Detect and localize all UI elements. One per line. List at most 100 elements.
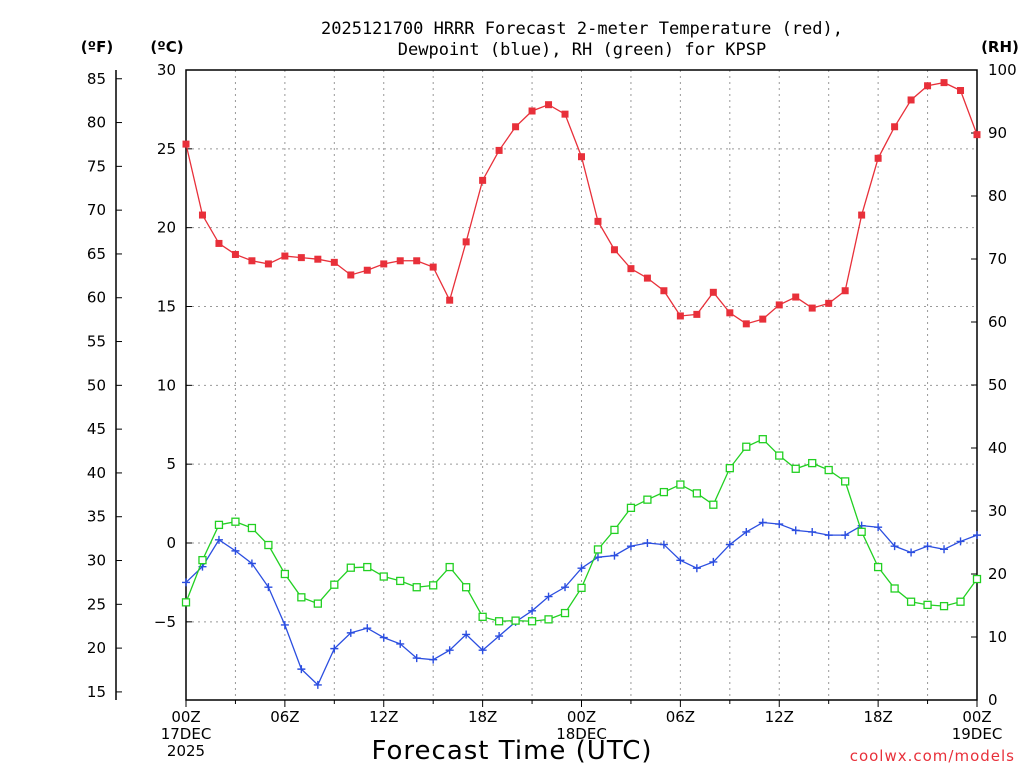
data-point-temperature [841,287,849,295]
data-point-temperature [808,304,816,312]
rh-tick-label: 10 [988,628,1007,646]
data-point-rh [791,464,800,473]
data-point-rh [247,523,257,533]
data-point-dewpoint [758,518,767,527]
data-point-dewpoint [379,633,388,642]
data-point-dewpoint [182,578,190,587]
data-point-rh [412,583,421,592]
data-point-temperature [627,265,635,273]
celsius-tick-label: 0 [166,534,176,552]
data-point-rh [610,525,619,535]
data-point-rh [363,562,372,572]
data-point-dewpoint [429,655,438,664]
data-point-dewpoint [610,551,619,560]
celsius-tick-label: 25 [157,140,176,158]
data-point-temperature [891,123,899,131]
data-point-rh [527,617,537,626]
data-point-dewpoint [956,537,965,546]
data-point-rh [396,576,405,586]
data-point-rh [560,608,570,618]
rh-tick-label: 30 [988,502,1007,520]
data-point-temperature [231,250,239,258]
fahrenheit-tick-label: 15 [87,683,106,701]
data-point-dewpoint [445,646,454,655]
fahrenheit-tick-label: 75 [87,157,106,175]
celsius-tick-label: 5 [166,455,176,473]
data-point-dewpoint [791,526,800,535]
x-tick-label: 17DEC [161,725,212,743]
data-point-dewpoint [297,665,306,674]
rh-tick-label: 20 [988,565,1007,583]
x-tick-label: 18Z [863,708,892,726]
fahrenheit-tick-label: 50 [87,376,106,394]
data-point-rh [692,489,702,498]
celsius-tick-label: 30 [157,61,176,79]
x-tick-label: 12Z [765,708,794,726]
series-temperature [182,79,981,328]
data-point-temperature [973,131,981,139]
data-point-dewpoint [561,583,570,592]
data-point-temperature [775,301,783,309]
data-point-dewpoint [495,632,504,641]
x-tick-label: 18DEC [556,725,607,743]
chart-title-line2: Dewpoint (blue), RH (green) for KPSP [398,40,766,60]
fahrenheit-tick-label: 20 [87,639,106,657]
data-point-rh [841,477,850,486]
data-point-dewpoint [874,523,883,532]
celsius-tick-label: −5 [154,613,176,631]
data-point-temperature [528,107,536,115]
data-point-dewpoint [808,527,817,536]
data-point-temperature [215,239,223,247]
data-point-dewpoint [907,548,916,557]
gridlines [186,70,977,700]
data-point-temperature [594,217,602,225]
data-point-dewpoint [643,539,652,547]
data-point-rh [906,597,916,606]
data-point-rh [890,584,899,593]
data-point-rh [297,593,306,602]
data-point-dewpoint [923,542,932,551]
data-point-rh [313,599,322,608]
celsius-tick-label: 20 [157,219,176,237]
fahrenheit-tick-label: 25 [87,595,106,613]
data-point-rh [676,480,685,489]
rh-tick-label: 100 [988,61,1017,79]
data-point-rh [511,616,520,625]
data-point-rh [544,615,553,624]
x-tick-label: 00Z [171,708,200,726]
data-point-rh [280,569,290,579]
data-point-dewpoint [890,542,899,551]
data-point-rh [478,612,487,621]
data-point-rh [725,464,734,473]
data-point-dewpoint [577,564,586,573]
data-point-rh [264,540,273,550]
data-point-rh [445,562,454,572]
fahrenheit-tick-label: 45 [87,420,106,438]
fahrenheit-tick-label: 35 [87,508,106,526]
data-point-rh [429,581,438,590]
data-point-rh [808,458,817,468]
data-point-temperature [347,271,355,279]
credit-text: coolwx.com/models [850,747,1015,765]
fahrenheit-tick-label: 55 [87,333,106,351]
data-point-temperature [578,153,585,161]
data-point-temperature [561,110,569,118]
x-tick-label: 12Z [369,708,398,726]
rh-tick-label: 70 [988,250,1007,268]
data-point-temperature [182,140,190,148]
data-point-rh [198,555,207,565]
data-point-rh [956,597,965,606]
data-point-rh [758,435,767,444]
data-point-rh [659,487,669,497]
x-axis-title: Forecast Time (UTC) [371,736,652,766]
data-point-temperature [726,309,734,317]
rh-tick-label: 90 [988,124,1007,142]
data-point-temperature [330,258,338,266]
x-tick-label: 2025 [167,742,205,760]
unit-fahrenheit: (ºF) [81,38,113,56]
data-point-temperature [643,274,651,282]
fahrenheit-tick-label: 60 [87,289,106,307]
data-point-dewpoint [231,546,240,555]
data-point-temperature [495,146,503,154]
data-point-temperature [297,254,305,262]
